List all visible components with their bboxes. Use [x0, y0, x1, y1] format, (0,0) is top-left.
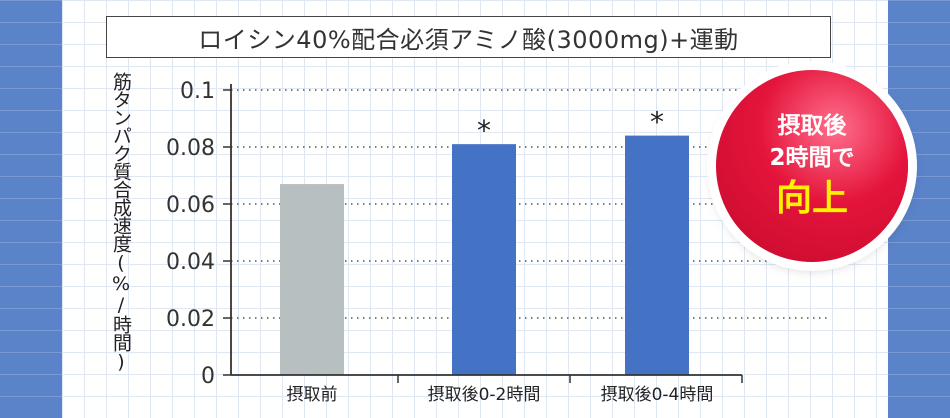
badge-line-1: 摂取後 [777, 113, 847, 139]
left-border-stripes [0, 0, 62, 418]
y-tick-label: 0.1 [180, 79, 215, 104]
y-tick-label: 0.06 [166, 193, 215, 218]
x-tick-label: 摂取前 [287, 385, 338, 405]
y-tick-label: 0 [201, 364, 215, 389]
y-axis-title: 筋タンパク質合成速度(%/時間) [110, 72, 132, 372]
chart-title: ロイシン40%配合必須アミノ酸(3000mg)+運動 [106, 16, 831, 58]
axes [223, 84, 743, 383]
bar [280, 184, 344, 375]
bars [280, 135, 689, 375]
badge-line-2: 2時間で [769, 145, 855, 171]
y-tick-label: 0.08 [166, 136, 215, 161]
significance-marker: * [650, 106, 664, 139]
y-tick-label: 0.04 [166, 250, 215, 275]
right-border-stripes [888, 0, 950, 418]
significance-marker: * [477, 114, 491, 147]
improvement-badge: 摂取後 2時間で 向上 [716, 70, 908, 262]
x-tick-label: 摂取後0-2時間 [428, 385, 541, 405]
bar [452, 144, 516, 375]
badge-line-3: 向上 [775, 178, 848, 219]
y-tick-label: 0.02 [166, 307, 215, 332]
labels: 0 0.02 0.04 0.06 0.08 0.1 摂取前 摂取後0-2時間 * 摂取後0-4時間… [166, 79, 713, 405]
x-tick-label: 摂取後0-4時間 [601, 385, 714, 405]
bar [625, 135, 689, 375]
